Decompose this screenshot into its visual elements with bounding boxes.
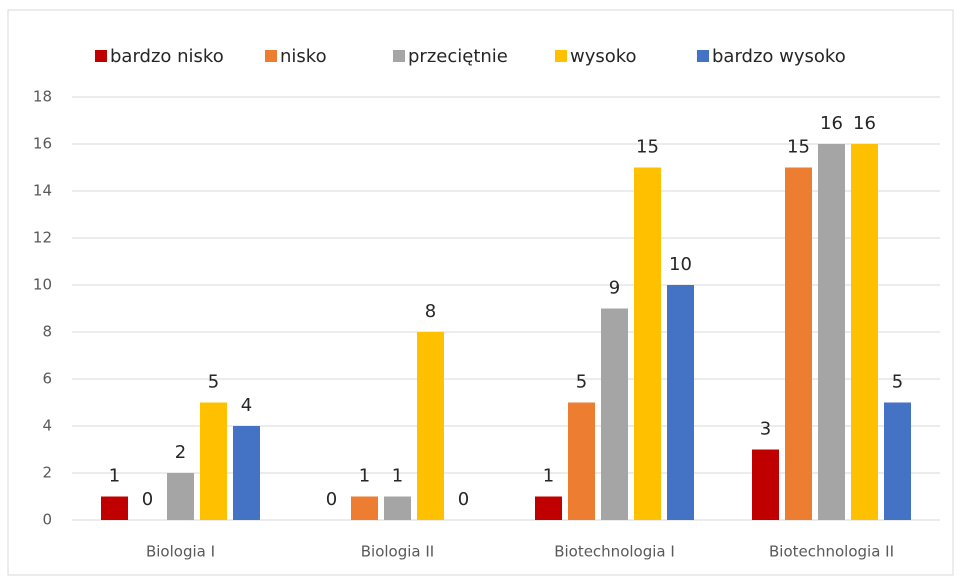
data-label: 1 bbox=[359, 466, 370, 487]
bar bbox=[535, 496, 562, 520]
legend-swatch bbox=[555, 50, 567, 62]
x-tick-label: Biotechnologia I bbox=[554, 543, 675, 561]
data-label: 15 bbox=[787, 137, 810, 158]
data-label: 1 bbox=[392, 466, 403, 487]
bar bbox=[101, 496, 128, 520]
data-label: 16 bbox=[853, 113, 876, 134]
bar bbox=[818, 144, 845, 520]
bar bbox=[601, 308, 628, 520]
data-label: 9 bbox=[609, 278, 620, 299]
y-tick-label: 10 bbox=[33, 276, 52, 294]
x-tick-label: Biologia II bbox=[361, 543, 434, 561]
legend-swatch bbox=[95, 50, 107, 62]
bar bbox=[384, 496, 411, 520]
x-tick-label: Biotechnologia II bbox=[769, 543, 894, 561]
y-tick-label: 12 bbox=[33, 229, 52, 247]
data-label: 0 bbox=[326, 489, 337, 510]
y-tick-label: 14 bbox=[33, 182, 52, 200]
bar bbox=[785, 167, 812, 520]
data-label: 5 bbox=[576, 372, 587, 393]
bar bbox=[351, 496, 378, 520]
data-label: 15 bbox=[636, 137, 659, 158]
y-tick-label: 8 bbox=[42, 323, 52, 341]
bar bbox=[200, 402, 227, 520]
legend-swatch bbox=[697, 50, 709, 62]
legend-swatch bbox=[393, 50, 405, 62]
data-label: 1 bbox=[543, 466, 554, 487]
bar bbox=[634, 167, 661, 520]
data-label: 0 bbox=[458, 489, 469, 510]
bar bbox=[417, 332, 444, 520]
data-label: 10 bbox=[669, 254, 692, 275]
legend-label: bardzo wysoko bbox=[712, 46, 846, 67]
data-label: 5 bbox=[208, 372, 219, 393]
y-tick-label: 4 bbox=[42, 417, 52, 435]
y-tick-label: 0 bbox=[42, 511, 52, 529]
data-label: 5 bbox=[892, 372, 903, 393]
legend-label: przeciętnie bbox=[408, 46, 508, 67]
data-label: 16 bbox=[820, 113, 843, 134]
bar bbox=[233, 426, 260, 520]
bar bbox=[667, 285, 694, 520]
bar bbox=[167, 473, 194, 520]
y-tick-label: 16 bbox=[33, 135, 52, 153]
data-label: 8 bbox=[425, 301, 436, 322]
legend-label: wysoko bbox=[570, 46, 637, 67]
legend-label: nisko bbox=[280, 46, 327, 67]
bar bbox=[851, 144, 878, 520]
data-label: 0 bbox=[142, 489, 153, 510]
y-tick-label: 18 bbox=[33, 88, 52, 106]
legend-label: bardzo nisko bbox=[110, 46, 224, 67]
bar bbox=[884, 402, 911, 520]
bar bbox=[752, 449, 779, 520]
legend-swatch bbox=[265, 50, 277, 62]
y-tick-label: 2 bbox=[42, 464, 52, 482]
x-tick-label: Biologia I bbox=[146, 543, 215, 561]
data-label: 4 bbox=[241, 395, 252, 416]
data-label: 3 bbox=[760, 419, 771, 440]
data-label: 2 bbox=[175, 442, 186, 463]
y-tick-label: 6 bbox=[42, 370, 52, 388]
data-label: 1 bbox=[109, 466, 120, 487]
bar bbox=[568, 402, 595, 520]
